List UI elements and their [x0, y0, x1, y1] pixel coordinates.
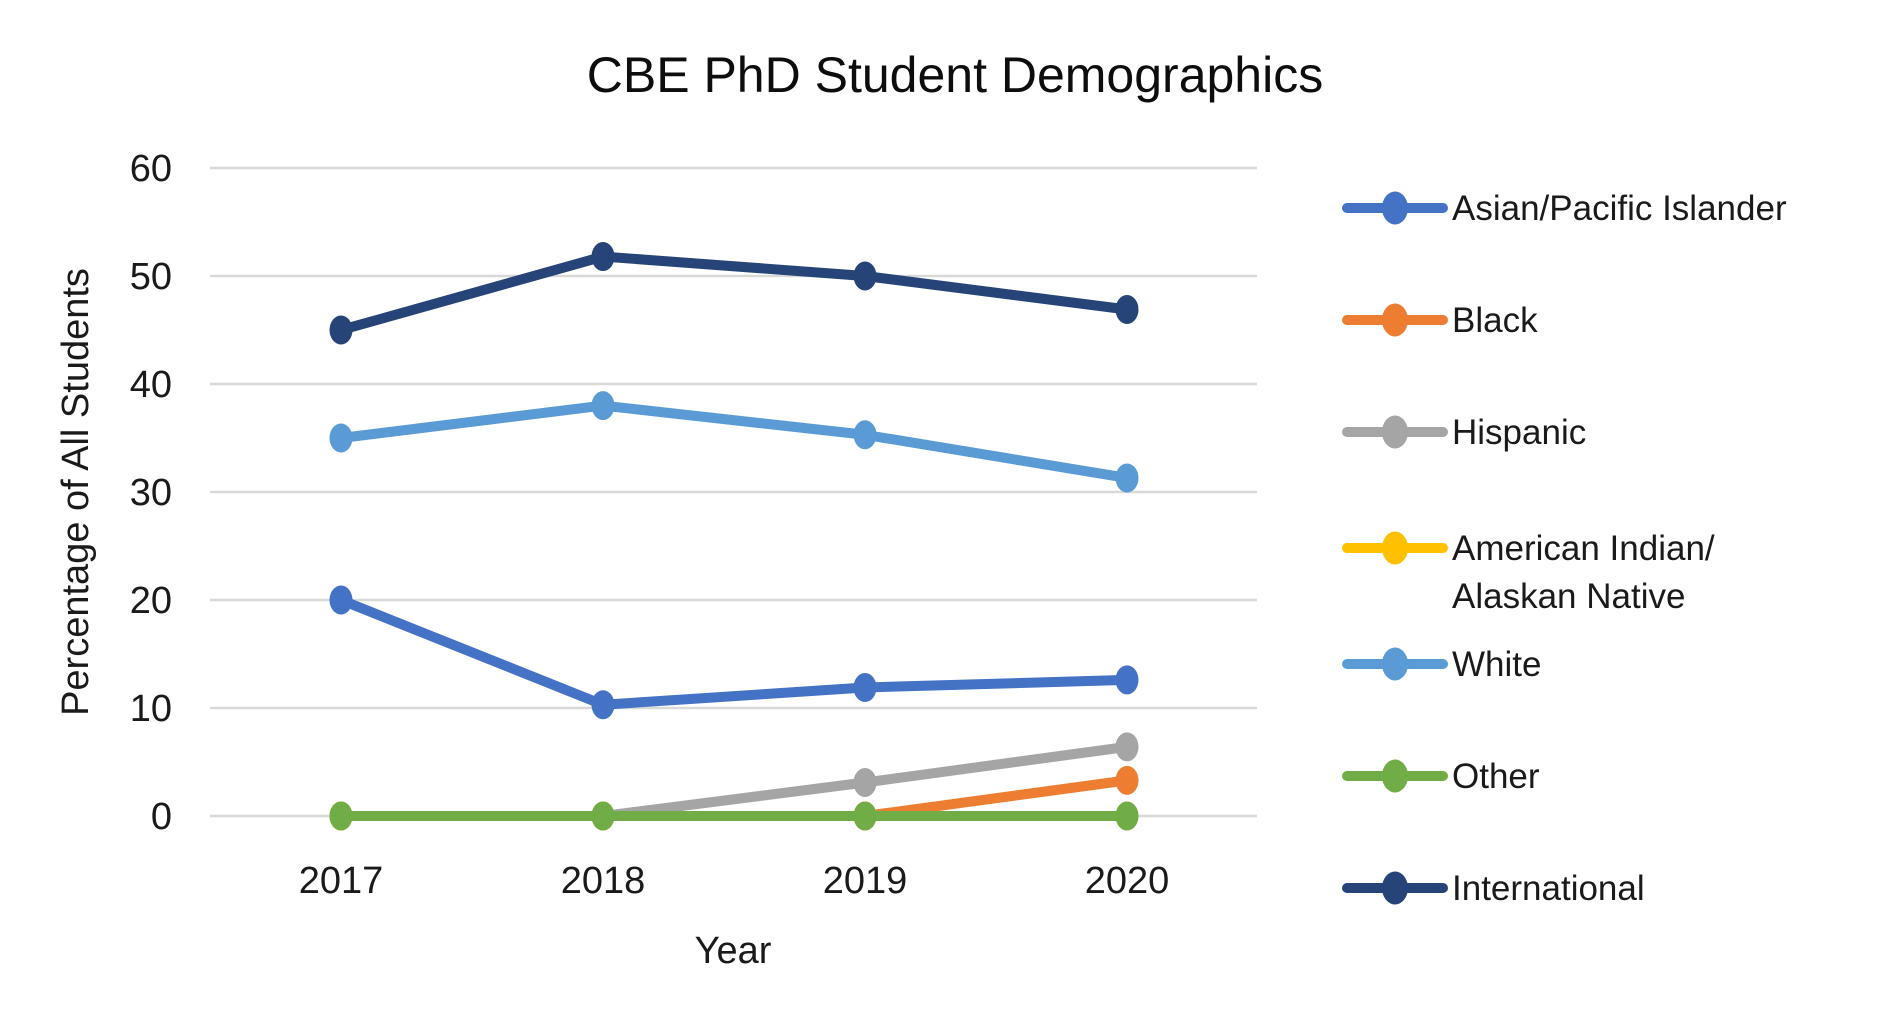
- gridlines: [210, 166, 1257, 818]
- x-axis-title: Year: [695, 930, 772, 972]
- legend-item-black: Black: [1342, 301, 1538, 340]
- series-line-asian-pacific-islander: [336, 595, 1132, 710]
- x-tick-label-2019: 2019: [823, 860, 908, 902]
- y-axis-tick-labels: 0 10 20 30 40 50 60: [130, 148, 172, 838]
- legend-item-international: International: [1342, 869, 1645, 908]
- series-line-white: [336, 400, 1132, 483]
- series-marker-asian-pacific-islander-2018: [591, 690, 615, 720]
- legend-label-black: Black: [1452, 301, 1538, 340]
- x-tick-label-2017: 2017: [299, 860, 384, 902]
- series-marker-white-2018: [591, 391, 615, 421]
- y-tick-label-30: 30: [130, 472, 172, 514]
- legend-label-american-indian: American Indian/Alaskan Native: [1452, 529, 1715, 616]
- legend-marker-dot-black: [1382, 303, 1408, 337]
- chart-legend: Asian/Pacific Islander Black Hispanic Ameri…: [1342, 189, 1787, 908]
- legend-label-international: International: [1452, 869, 1645, 908]
- legend-marker-dot-hispanic: [1382, 415, 1408, 449]
- y-tick-label-20: 20: [130, 580, 172, 622]
- series-marker-international-2018: [591, 242, 615, 272]
- legend-marker-dot-white: [1382, 647, 1408, 681]
- chart-title: CBE PhD Student Demographics: [587, 47, 1323, 103]
- series-marker-other-2020: [1115, 801, 1139, 831]
- plot-series-area: [329, 242, 1139, 831]
- y-axis-title: Percentage of All Students: [55, 268, 97, 716]
- x-tick-label-2020: 2020: [1085, 860, 1170, 902]
- series-line-international: [336, 251, 1132, 335]
- legend-item-hispanic: Hispanic: [1342, 413, 1586, 452]
- legend-marker-dot-asian-pacific-islander: [1382, 191, 1408, 225]
- x-axis-tick-labels: 2017 2018 2019 2020: [299, 860, 1170, 902]
- series-marker-international-2020: [1115, 294, 1139, 324]
- legend-label-asian-pacific-islander: Asian/Pacific Islander: [1452, 189, 1787, 228]
- series-marker-asian-pacific-islander-2020: [1115, 665, 1139, 695]
- x-tick-label-2018: 2018: [561, 860, 646, 902]
- series-marker-other-2018: [591, 801, 615, 831]
- series-marker-asian-pacific-islander-2017: [329, 585, 353, 615]
- legend-item-asian-pacific-islander: Asian/Pacific Islander: [1342, 189, 1787, 228]
- y-tick-label-0: 0: [151, 796, 172, 838]
- legend-marker-dot-other: [1382, 759, 1408, 793]
- series-marker-hispanic-2020: [1115, 732, 1139, 762]
- legend-item-other: Other: [1342, 757, 1540, 796]
- legend-label-hispanic: Hispanic: [1452, 413, 1586, 452]
- series-marker-white-2017: [329, 423, 353, 453]
- series-marker-other-2017: [329, 801, 353, 831]
- series-line-hispanic: [336, 741, 1132, 821]
- y-tick-label-60: 60: [130, 148, 172, 190]
- legend-marker-dot-international: [1382, 871, 1408, 905]
- legend-item-american-indian: American Indian/Alaskan Native: [1342, 529, 1715, 616]
- series-marker-white-2020: [1115, 463, 1139, 493]
- series-marker-international-2019: [853, 261, 877, 291]
- series-marker-other-2019: [853, 801, 877, 831]
- legend-marker-dot-american-indian: [1382, 531, 1408, 565]
- legend-label-white: White: [1452, 645, 1541, 684]
- series-marker-hispanic-2019: [853, 768, 877, 798]
- series-marker-asian-pacific-islander-2019: [853, 672, 877, 702]
- y-tick-label-50: 50: [130, 256, 172, 298]
- legend-item-white: White: [1342, 645, 1541, 684]
- series-marker-international-2017: [329, 315, 353, 345]
- series-marker-black-2020: [1115, 765, 1139, 795]
- y-tick-label-10: 10: [130, 688, 172, 730]
- y-tick-label-40: 40: [130, 364, 172, 406]
- series-marker-white-2019: [853, 420, 877, 450]
- legend-label-other: Other: [1452, 757, 1540, 796]
